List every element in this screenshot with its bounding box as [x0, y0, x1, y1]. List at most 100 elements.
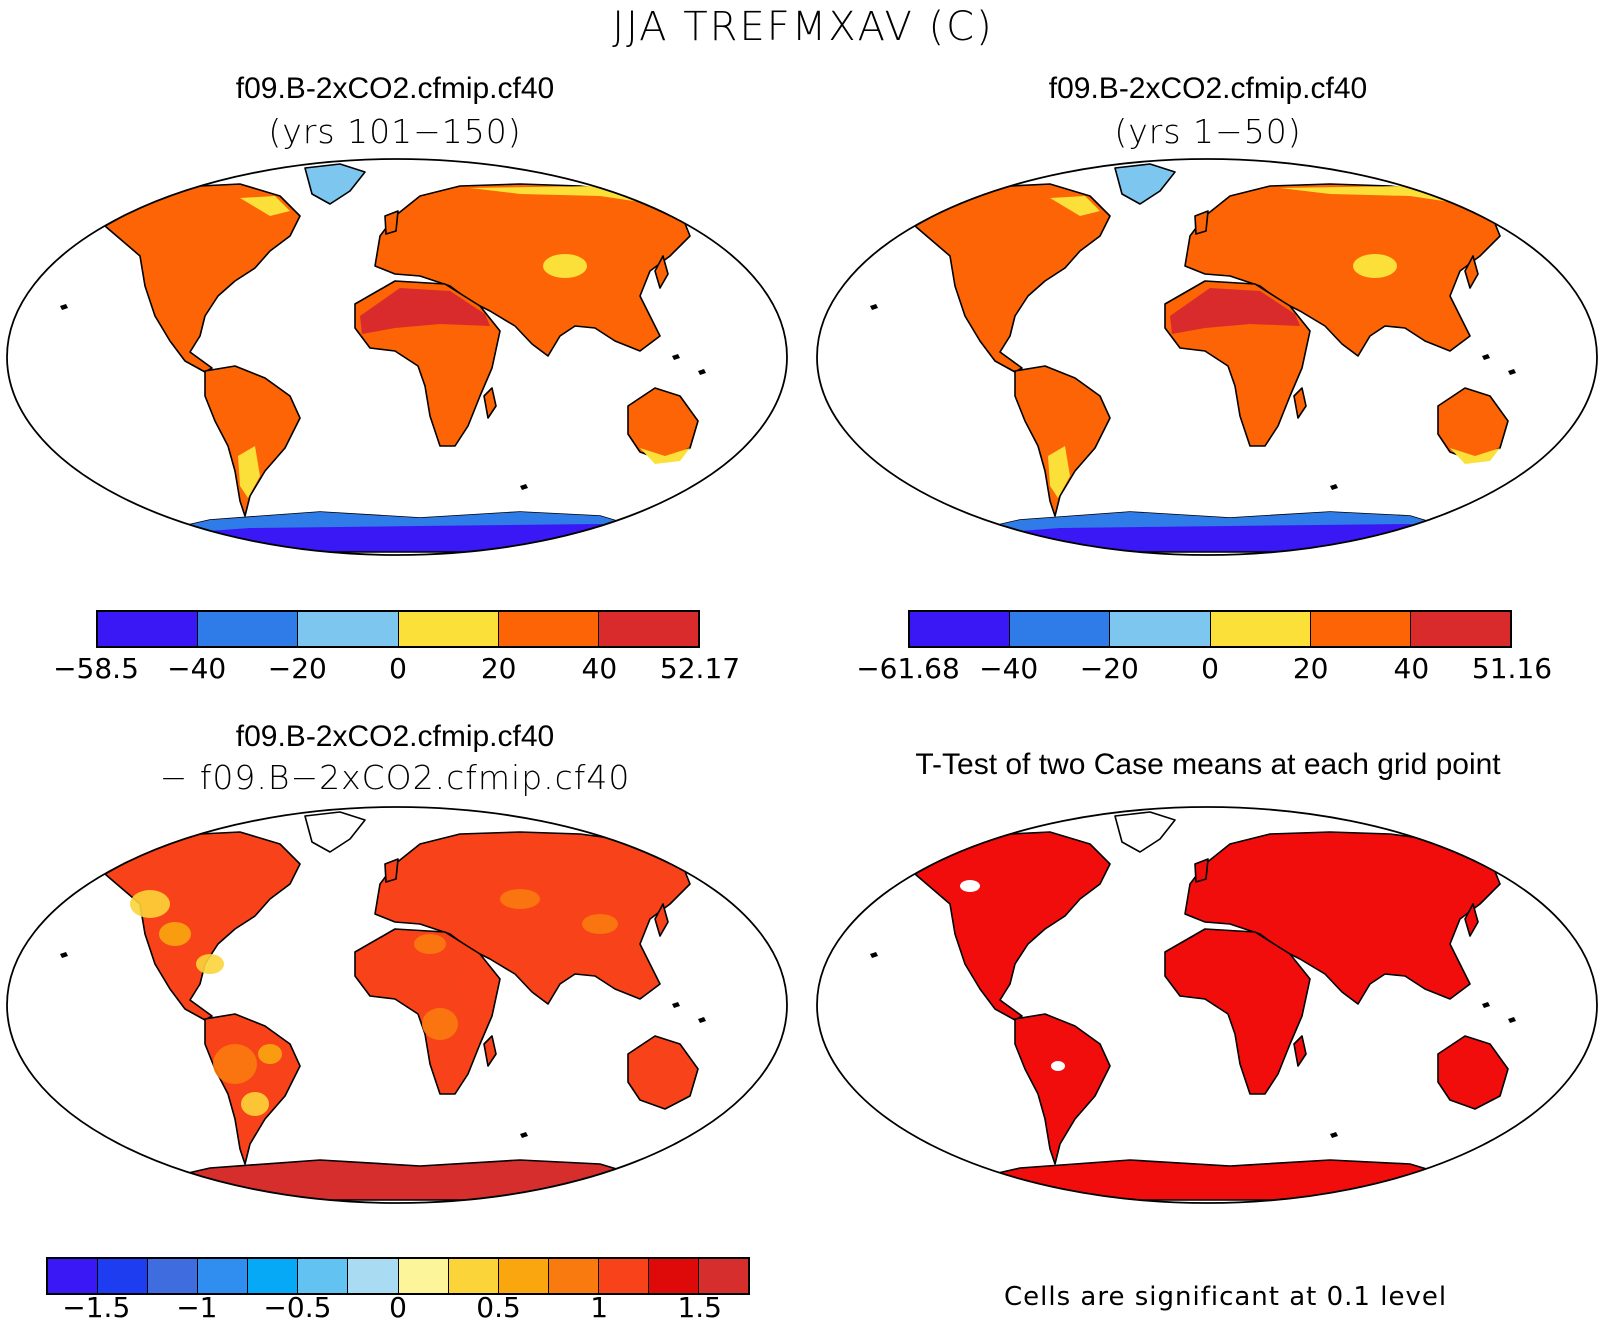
landmass-japan [1464, 255, 1479, 289]
colorbar-tick-label: 40 [581, 652, 618, 685]
colorbar-tick-label: 1 [590, 1291, 609, 1324]
colorbar-swatch [298, 612, 399, 646]
island [1555, 1177, 1563, 1183]
landmass-australia [627, 1035, 699, 1110]
panel-3-colorbar [46, 1257, 750, 1295]
panel-2-title: f09.B-2xCO2.cfmip.cf40 [1048, 72, 1368, 105]
landmass-northAmerica [104, 183, 301, 373]
island [705, 499, 713, 505]
colorbar-swatch [98, 1259, 149, 1293]
colorbar-swatch [198, 1259, 249, 1293]
island [55, 489, 63, 495]
colorbar-swatch [598, 612, 699, 646]
antarctic-edge [950, 512, 1460, 536]
landmass-northAmerica [914, 183, 1111, 373]
colorbar-swatch [398, 612, 499, 646]
landmass-nz [1529, 1118, 1541, 1135]
colorbar-tick-label: 0.5 [476, 1291, 521, 1324]
landmass-northAmerica [104, 831, 301, 1021]
colorbar-swatch [1110, 612, 1211, 646]
canada-north-region [1050, 196, 1100, 216]
island [1482, 1002, 1490, 1008]
landmass-eurasia [1184, 183, 1501, 357]
colorbar-tick-label: 40 [1393, 652, 1430, 685]
island [520, 1132, 528, 1138]
landmass-eurasia [1184, 831, 1501, 1005]
panel-1-colorbar-ticks: −58.5 −40 −20 0 20 40 52.17 [53, 652, 740, 688]
landmass-greenland [304, 163, 366, 205]
island [520, 484, 528, 490]
island [1482, 354, 1490, 360]
landmass-madagascar [483, 387, 497, 419]
anomaly-patch [414, 934, 446, 954]
tibet-region [543, 254, 587, 278]
colorbar-tick-label: −1.5 [62, 1291, 131, 1324]
island [698, 1017, 706, 1023]
anomaly-patch [258, 1044, 282, 1064]
colorbar-swatch [648, 1259, 700, 1293]
landmass-uk [384, 210, 399, 235]
colorbar-tick-label: −0.5 [263, 1291, 332, 1324]
map-outline [6, 158, 788, 556]
landmass-africa [1164, 928, 1311, 1095]
island [1330, 484, 1338, 490]
colorbar-tick-label: −20 [267, 652, 327, 685]
landmass-eurasia [374, 183, 691, 357]
landmass-nz [719, 470, 731, 487]
colorbar-swatch [448, 1259, 499, 1293]
landmass-uk [1194, 858, 1209, 883]
panel-2-colorbar-ticks: −61.68 −40 −20 0 20 40 51.16 [856, 652, 1552, 688]
island [870, 952, 878, 958]
colorbar-tick-label: 20 [480, 652, 517, 685]
colorbar-tick-label: 20 [1292, 652, 1329, 685]
landmass-uk [1194, 210, 1209, 235]
colorbar-swatch [1310, 612, 1411, 646]
landmass-antarctica [139, 1159, 665, 1201]
island [672, 1002, 680, 1008]
anomaly-patch [196, 954, 224, 974]
map-outline [816, 158, 1598, 556]
landmass-southAmerica [1014, 365, 1111, 517]
anomaly-patch [130, 890, 170, 918]
panel-1-map [6, 158, 788, 556]
colorbar-swatch [148, 1259, 199, 1293]
landmass-nz [719, 1118, 731, 1135]
landmass-australia [1437, 1035, 1509, 1110]
landmass-antarctica [949, 1159, 1475, 1201]
panel-4-title: T-Test of two Case means at each grid po… [915, 748, 1501, 781]
island [745, 1177, 753, 1183]
figure-title: JJA TREFMXAV (C) [612, 4, 994, 50]
colorbar-tick-label: 0 [389, 652, 407, 685]
island [1555, 529, 1563, 535]
landmass-southAmerica [1014, 1013, 1111, 1165]
landmass-japan [1464, 903, 1479, 937]
colorbar-swatch [248, 1259, 299, 1293]
anomaly-patch [582, 914, 618, 934]
landmass-japan [654, 903, 669, 937]
panel-3-map [6, 806, 788, 1204]
colorbar-tick-label: −1 [176, 1291, 218, 1324]
island [1508, 1017, 1516, 1023]
panel-2-map [816, 158, 1598, 556]
island [1330, 1132, 1338, 1138]
colorbar-tick-label: −61.68 [856, 652, 960, 685]
panel-1-colorbar [96, 610, 700, 648]
map-outline [816, 806, 1598, 1204]
island [1515, 499, 1523, 505]
anomaly-patch [159, 922, 191, 946]
colorbar-tick-label: 1.5 [677, 1291, 722, 1324]
anomaly-patch [241, 1092, 269, 1116]
island [865, 1137, 873, 1143]
colorbar-swatch [498, 1259, 549, 1293]
island [60, 304, 68, 310]
australia-south-region [640, 448, 690, 464]
map-outline [6, 806, 788, 1204]
colorbar-swatch [48, 1259, 99, 1293]
island [745, 529, 753, 535]
hot-region [360, 288, 490, 334]
panel-3-title: f09.B-2xCO2.cfmip.cf40 [235, 720, 555, 753]
landmass-southAmerica [204, 365, 301, 517]
landmass-madagascar [1293, 387, 1307, 419]
tibet-region [1353, 254, 1397, 278]
landmass-nz [1529, 470, 1541, 487]
